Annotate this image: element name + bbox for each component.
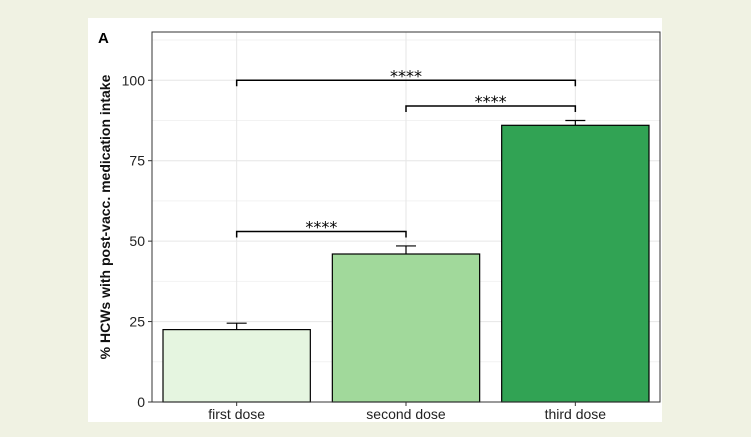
y-tick-label-2: 50 — [129, 233, 145, 249]
significance-bracket-1 — [235, 79, 577, 87]
y-axis: 0 25 50 75 100 — [122, 72, 152, 410]
significance-label-3: **** — [305, 217, 337, 236]
bar-chart: A **** **** **** 0 25 50 75 100 first dose seco… — [97, 30, 661, 422]
x-tick-label-2: third dose — [545, 406, 607, 422]
x-tick-label-0: first dose — [208, 406, 265, 422]
bar-3 — [501, 124, 650, 403]
y-tick-label-4: 100 — [122, 72, 146, 88]
x-axis: first dose second dose third dose — [208, 402, 606, 422]
significance-bracket-2 — [405, 105, 577, 112]
bar-1 — [162, 329, 311, 403]
significance-group: **** **** **** — [235, 66, 577, 238]
error-bars-group — [226, 119, 586, 330]
y-axis-title: % HCWs with post-vacc. medication intake — [97, 74, 113, 359]
bar-2 — [331, 253, 481, 403]
y-tick-label-3: 75 — [129, 153, 145, 169]
panel-letter: A — [98, 30, 109, 47]
significance-label-2: **** — [475, 92, 507, 111]
significance-bracket-3 — [235, 230, 407, 238]
bars-group — [162, 124, 650, 403]
x-tick-label-1: second dose — [366, 406, 446, 422]
y-tick-label-1: 25 — [129, 314, 145, 330]
y-tick-label-0: 0 — [137, 394, 145, 410]
figure-panel: A **** **** **** 0 25 50 75 100 first dose seco… — [88, 18, 662, 422]
significance-label-1: **** — [390, 66, 422, 85]
